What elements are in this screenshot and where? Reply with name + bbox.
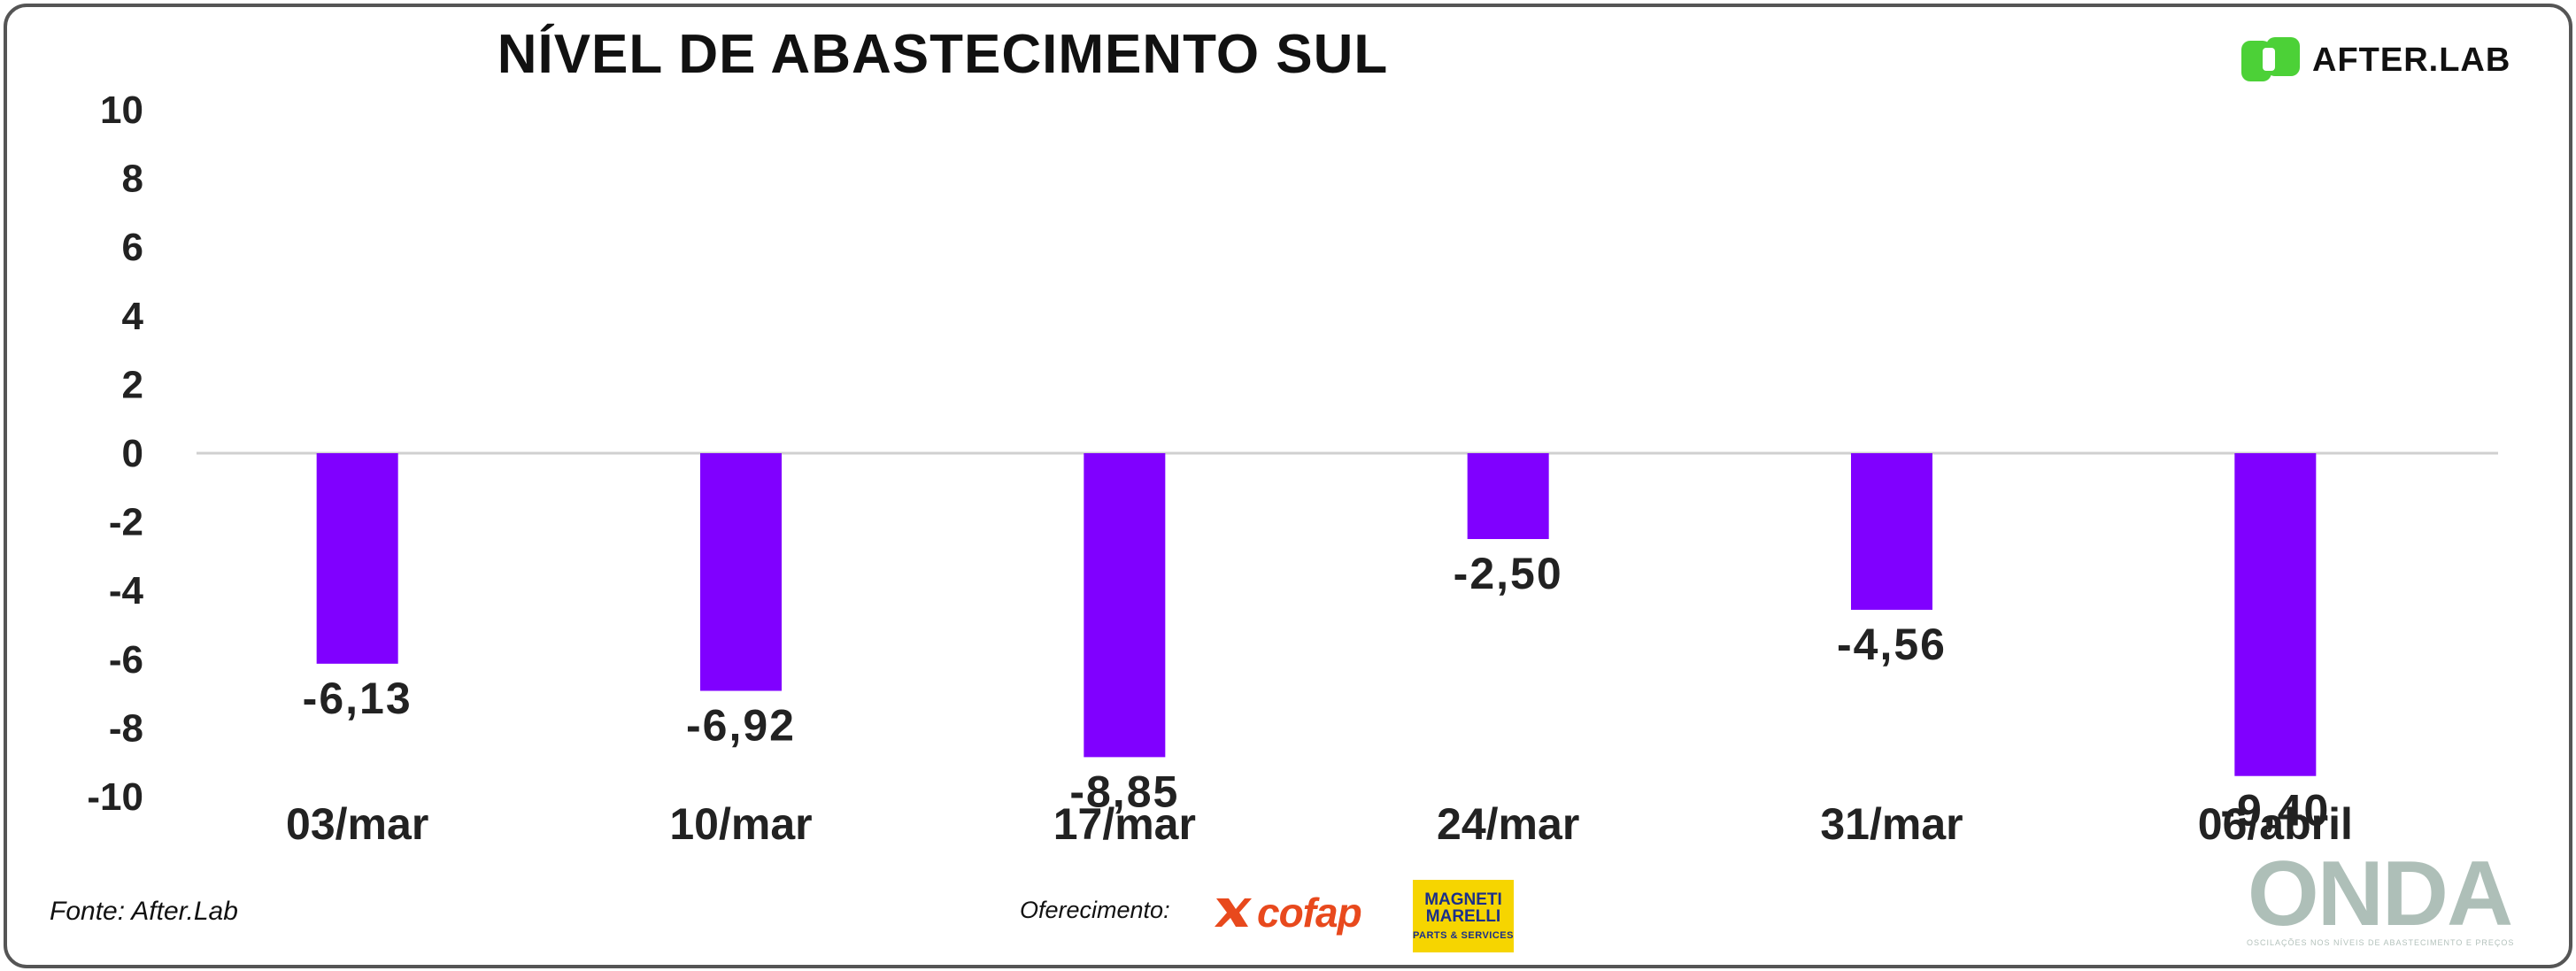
cofap-logo: cofap: [1213, 889, 1362, 936]
afterlab-logo: AFTER.LAB: [2240, 35, 2510, 85]
y-tick-label: 2: [122, 363, 143, 406]
y-tick-label: -4: [109, 569, 144, 613]
y-tick-label: -2: [109, 501, 143, 544]
cofap-x-icon: [1215, 898, 1252, 927]
sponsor-label: Oferecimento:: [1020, 897, 1170, 923]
y-tick-label: 0: [122, 432, 143, 475]
data-label: -6,13: [303, 674, 413, 723]
bar: [2234, 453, 2317, 776]
magneti-marelli-subtext: PARTS & SERVICES: [1413, 930, 1514, 941]
x-tick-label: 17/mar: [1053, 799, 1196, 849]
bar: [1851, 453, 1932, 610]
bar: [1467, 453, 1549, 539]
data-label: -6,92: [686, 700, 796, 750]
x-tick-label: 03/mar: [286, 799, 428, 849]
y-tick-label: -8: [109, 706, 143, 750]
bar: [700, 453, 782, 691]
y-tick-label: -10: [87, 775, 143, 819]
y-tick-label: 4: [122, 295, 144, 338]
y-tick-label: 6: [122, 226, 143, 269]
magneti-marelli-logo-text: MAGNETI MARELLI: [1424, 890, 1502, 926]
data-label: -8,85: [1069, 767, 1179, 816]
data-label: -9,40: [2220, 786, 2330, 836]
data-label: -2,50: [1454, 549, 1563, 598]
afterlab-logo-icon: [2240, 35, 2302, 85]
onda-logo: ONDA OSCILAÇÕES NOS NÍVEIS DE ABASTECIME…: [2247, 843, 2515, 947]
afterlab-logo-text: AFTER.LAB: [2312, 41, 2511, 79]
chart-frame: [4, 4, 2572, 968]
onda-logo-text: ONDA: [2247, 843, 2513, 945]
x-tick-label: 31/mar: [1820, 799, 1963, 849]
source-note: Fonte: After.Lab: [50, 897, 238, 926]
cofap-logo-text: cofap: [1257, 890, 1362, 936]
bar: [1084, 453, 1166, 758]
onda-logo-subtitle: OSCILAÇÕES NOS NÍVEIS DE ABASTECIMENTO E…: [2247, 938, 2515, 947]
bar: [316, 453, 398, 664]
chart-title: NÍVEL DE ABASTECIMENTO SUL: [497, 24, 1389, 85]
y-tick-label: -6: [109, 638, 143, 682]
magneti-marelli-logo: MAGNETI MARELLI PARTS & SERVICES: [1413, 880, 1514, 952]
x-tick-label: 06/abril: [2198, 799, 2353, 849]
x-tick-label: 10/mar: [669, 799, 812, 849]
data-label: -4,56: [1837, 620, 1947, 669]
y-tick-label: 10: [100, 89, 143, 132]
y-tick-label: 8: [122, 158, 143, 201]
x-tick-label: 24/mar: [1437, 799, 1579, 849]
